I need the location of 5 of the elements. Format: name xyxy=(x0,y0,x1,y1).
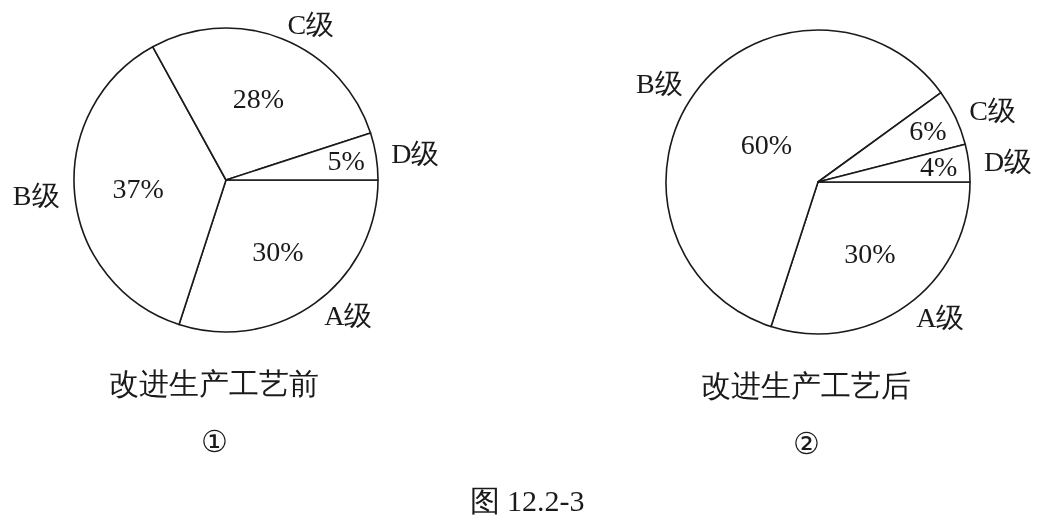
annotation: 图 12.2-3 xyxy=(469,483,585,517)
subtitle: ② xyxy=(792,426,820,460)
title: 改进生产工艺前 xyxy=(109,366,319,400)
subtitle: ① xyxy=(200,424,228,458)
title: 改进生产工艺后 xyxy=(701,368,911,402)
